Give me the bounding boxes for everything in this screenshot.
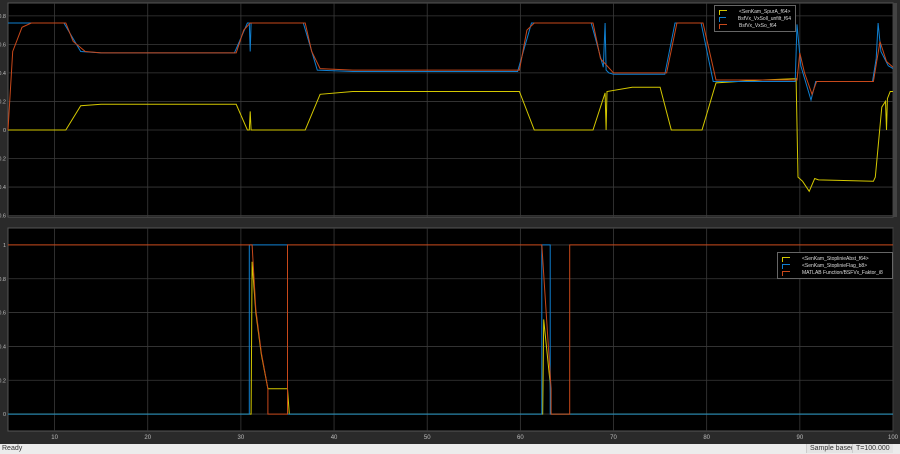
legend-entry: BsfVx_VxSoll_unfilt_f64 [719,15,791,22]
series-line-2 [8,244,893,415]
x-tick-label: 90 [796,435,803,441]
legend-label: MATLAB Function/BSFVx_Faktor_i8 [802,269,883,276]
y-tick-label: 0.2 [0,99,6,105]
series-swatch-icon [782,264,790,269]
plot-area[interactable] [7,2,894,218]
legend-label: <SenKam_StoplinieFlag_b8> [802,262,868,269]
legend-label: BsfVx_VxSoll_unfilt_f64 [737,15,791,22]
legend-entry: BsfVx_VxSo_f64 [719,22,791,29]
sample-mode-indicator: Sample based [806,444,858,453]
series-line-0 [8,78,893,193]
x-tick-label: 20 [144,435,151,441]
x-tick-label: 80 [703,435,710,441]
legend-label: <SenKam_StoplinieAbst_f64> [802,255,869,262]
legend-bottom[interactable]: <SenKam_StoplinieAbst_f64> <SenKam_Stopl… [777,252,893,279]
y-tick-label: 0 [3,412,6,418]
y-tick-label: 0 [3,128,6,134]
y-tick-label: 1 [3,243,6,249]
series-line-1 [8,244,893,415]
status-text: Ready [2,445,23,452]
x-tick-label: 60 [517,435,524,441]
status-bar: Ready Sample based T=100.000 [0,444,900,454]
series-swatch-icon [719,24,727,29]
series-swatch-icon [719,17,726,22]
scope-plots: -0.6-0.4-0.200.20.40.60.8102030405060708… [0,2,899,441]
series-swatch-icon [782,257,790,262]
y-tick-label: 0.4 [0,344,6,350]
legend-entry: <SenKam_StoplinieFlag_b8> [782,262,888,269]
series-swatch-icon [719,10,727,15]
legend-entry: <SenKam_StoplinieAbst_f64> [782,255,888,262]
y-tick-label: -0.6 [0,214,6,220]
legend-entry: MATLAB Function/BSFVx_Faktor_i8 [782,269,888,276]
y-tick-label: 0.4 [0,71,6,77]
legend-entry: <SenKam_SpurA_f64> [719,8,791,15]
legend-label: <SenKam_SpurA_f64> [739,8,791,15]
x-tick-label: 100 [888,435,899,441]
y-tick-label: 0.6 [0,311,6,317]
x-tick-label: 40 [331,435,338,441]
sim-time-indicator: T=100.000 [852,444,893,453]
series-line-2 [7,22,894,131]
y-tick-label: 0.8 [0,14,6,20]
x-tick-label: 10 [51,435,58,441]
y-tick-label: 0.6 [0,42,6,48]
y-tick-label: 0.2 [0,378,6,384]
x-tick-label: 70 [610,435,617,441]
legend-top[interactable]: <SenKam_SpurA_f64> BsfVx_VxSoll_unfilt_f… [714,5,796,32]
x-tick-label: 30 [238,435,245,441]
plot-area[interactable] [7,227,894,432]
y-tick-label: -0.2 [0,157,6,163]
series-swatch-icon [782,271,790,276]
scrollbar[interactable] [893,3,897,217]
y-tick-label: 0.8 [0,277,6,283]
x-tick-label: 50 [424,435,431,441]
axes-bottom[interactable]: 10 20 30 40 50 60 70 80 90 100 0 0.2 0.4 0.6 0.8 1 [0,227,899,441]
axes-top[interactable]: -0.6 -0.4 -0.2 0 0.2 0.4 0.6 0.8 [0,2,894,220]
y-tick-label: -0.4 [0,185,6,191]
legend-label: BsfVx_VxSo_f64 [739,22,777,29]
